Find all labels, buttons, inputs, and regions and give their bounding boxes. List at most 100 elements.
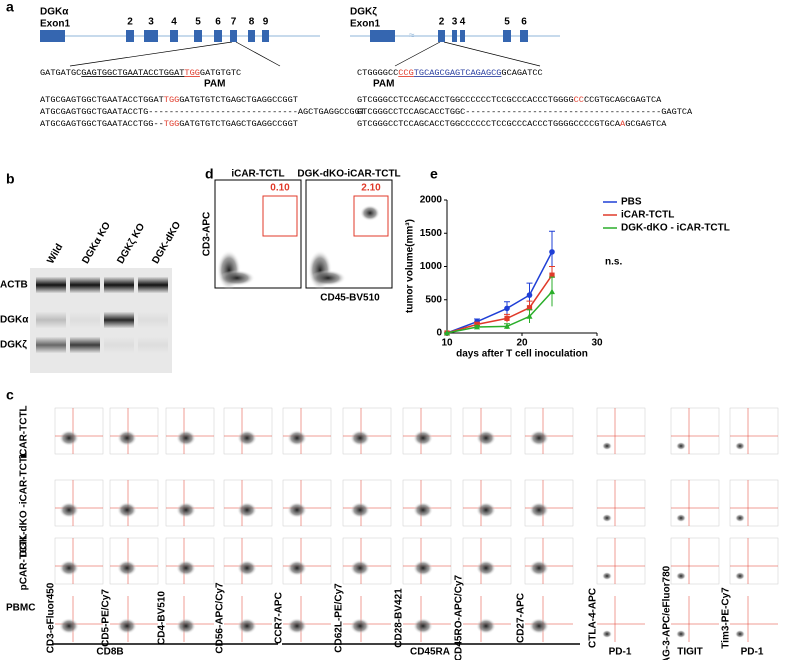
- y-tick-label: 0: [436, 328, 442, 339]
- flow-plot: [596, 537, 646, 585]
- density: [117, 618, 137, 634]
- gate: [262, 195, 298, 237]
- guide-segment: GAGTGGCTGAATACCTGGAT: [81, 68, 184, 78]
- flow-plot: [109, 537, 159, 585]
- point: [526, 305, 533, 311]
- gene-name: DGKα: [40, 7, 69, 18]
- point: [504, 315, 510, 321]
- flow-plot: [462, 407, 512, 455]
- point: [504, 305, 510, 312]
- density: [287, 618, 307, 634]
- exon: [126, 30, 134, 42]
- density: [59, 430, 79, 446]
- exon-label: Exon1: [40, 19, 70, 30]
- density: [476, 560, 496, 576]
- panel-letter: a: [6, 0, 14, 15]
- x-tick-label: 20: [516, 338, 528, 349]
- exon-number: 4: [171, 17, 177, 28]
- band: [70, 312, 100, 328]
- flow-plot: [109, 407, 159, 455]
- exon-number: 4: [460, 17, 466, 28]
- allele-segment: GTCGGGCCTCCAGCACCTGGCCCCCCTCCGCCCACCCTGG…: [357, 95, 574, 105]
- density: [735, 514, 745, 522]
- flow-plot: [165, 537, 215, 585]
- allele-segment: A: [620, 119, 626, 129]
- panel-letter: d: [205, 166, 214, 182]
- exon: [214, 30, 222, 42]
- density: [602, 514, 612, 522]
- axis-label: CD56-APC/Cy7: [215, 582, 226, 654]
- zoom-line: [394, 41, 441, 67]
- allele-sequence: ATGCGAGTGGCTGAATACCTG-------------------…: [40, 107, 365, 117]
- density: [287, 502, 307, 518]
- density: [287, 430, 307, 446]
- point: [549, 288, 555, 295]
- exon-number: 5: [504, 17, 510, 28]
- legend-label: DGK-dKO - iCAR-TCTL: [621, 223, 730, 234]
- flow-plot: [729, 479, 779, 527]
- band: [36, 277, 66, 293]
- density: [117, 560, 137, 576]
- flow-plot: [342, 407, 392, 455]
- exon-number: 6: [521, 17, 527, 28]
- flow-plot: [223, 407, 273, 455]
- flow-plot: [462, 479, 512, 527]
- break: ≈: [409, 31, 415, 42]
- density: [602, 572, 612, 580]
- density: [59, 560, 79, 576]
- point: [526, 313, 533, 319]
- axis-label: CD3-eFluor450: [46, 582, 57, 653]
- density: [676, 514, 686, 522]
- exon-number: 8: [249, 17, 255, 28]
- exon: [144, 30, 158, 42]
- band: [104, 277, 134, 293]
- flow-plot: [596, 407, 646, 455]
- band: [36, 337, 66, 353]
- exon-number: 6: [215, 17, 221, 28]
- axis-label: LAG-3-APC/eFluor780: [662, 565, 673, 660]
- density: [476, 430, 496, 446]
- band: [104, 312, 134, 328]
- guide-segment: CCG: [398, 68, 413, 78]
- flow-plot: [596, 479, 646, 527]
- gate-value: 0.10: [270, 183, 290, 194]
- lane-label: DGK-dKO: [150, 220, 183, 266]
- allele-segment: CCGTGCAGCGAGTCA: [584, 95, 662, 105]
- guide-sequence: CTGGGGCCCCGTGCAGCGAGTCAGAGCGGCAGATCC: [357, 68, 543, 78]
- plot-title: DGK-dKO-iCAR-TCTL: [297, 169, 400, 180]
- flow-plot: [54, 479, 104, 527]
- density: [529, 618, 549, 634]
- axis-label: CD3-APC: [202, 212, 213, 256]
- point: [444, 329, 450, 336]
- density: [602, 630, 612, 638]
- flow-plot: [402, 537, 452, 585]
- flow-plot: [524, 479, 574, 527]
- flow-plot: [305, 179, 393, 289]
- exon: [230, 30, 237, 42]
- plot-title: iCAR-TCTL: [231, 169, 284, 180]
- axis-label: tumor volume(mm³): [405, 219, 416, 313]
- axis-label: PD-1: [609, 647, 632, 658]
- allele-sequence: ATGCGAGTGGCTGAATACCTGGATTGGGATGTGTCTGAGC…: [40, 95, 298, 105]
- zoom-line: [69, 41, 233, 67]
- point: [474, 323, 480, 330]
- gate: [353, 195, 389, 237]
- density: [176, 430, 196, 446]
- guide-segment: TGCAGCGAGTCAGAGCG: [414, 68, 502, 78]
- row-label: pCAR-TCTL: [19, 534, 30, 591]
- allele-sequence: GTCGGGCCTCCAGCACCTGGCCCCCCTCCGCCCACCCTGG…: [357, 95, 662, 105]
- legend-label: iCAR-TCTL: [621, 210, 674, 221]
- flow-plot: [402, 407, 452, 455]
- guide-segment: GATGATGC: [40, 68, 81, 78]
- allele-segment: GTCGGGCCTCCAGCACCTGGC-------------------…: [357, 107, 693, 117]
- guide-segment: CTGGGGCC: [357, 68, 398, 78]
- exon: [194, 30, 202, 42]
- flow-plot: [282, 407, 332, 455]
- axis-label: CD45RA: [410, 647, 450, 658]
- exon-number: 7: [231, 17, 237, 28]
- axis-label: PD-1: [741, 647, 764, 658]
- band: [138, 312, 168, 328]
- density: [676, 572, 686, 580]
- allele-segment: ATGCGAGTGGCTGAATACCTGGAT: [40, 95, 164, 105]
- band: [70, 277, 100, 293]
